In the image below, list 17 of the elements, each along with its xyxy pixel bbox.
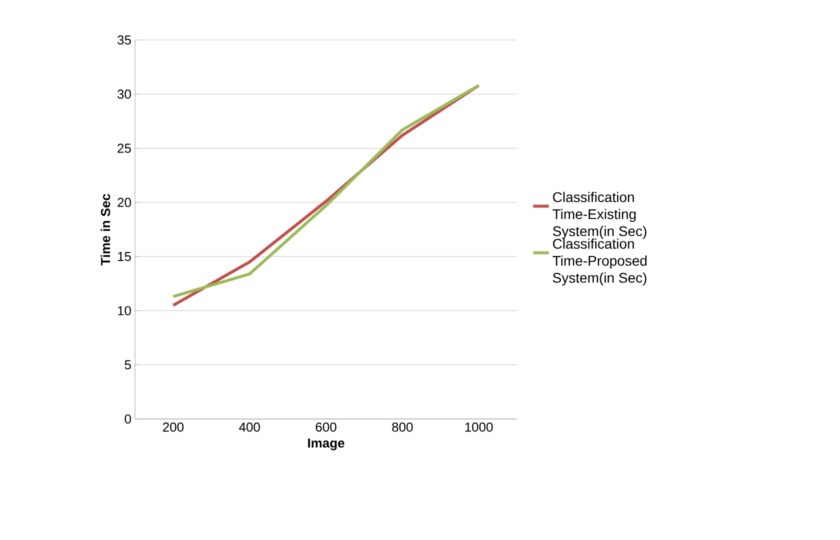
legend-label: Classification Time-Existing System(in Sec) [552, 192, 646, 239]
y-tick-label: 0 [124, 414, 131, 424]
y-tick-label: 15 [118, 252, 131, 262]
x-tick-label: 800 [392, 422, 413, 432]
x-tick-label: 1000 [465, 422, 493, 432]
x-tick-label: 600 [316, 422, 336, 432]
y-tick-label: 20 [118, 198, 131, 208]
y-tick-label: 30 [118, 90, 131, 99]
y-tick-label: 5 [124, 360, 131, 370]
y-axis-title: Time in Sec [100, 194, 110, 266]
legend-label: Classification Time-Proposed System(in Sec) [552, 238, 647, 286]
x-tick-label: 200 [163, 422, 184, 432]
y-tick-label: 10 [118, 306, 131, 316]
x-axis-title: Image [308, 438, 344, 450]
y-tick-label: 35 [118, 35, 131, 45]
y-tick-label: 25 [118, 144, 131, 153]
x-tick-label: 400 [239, 422, 260, 432]
